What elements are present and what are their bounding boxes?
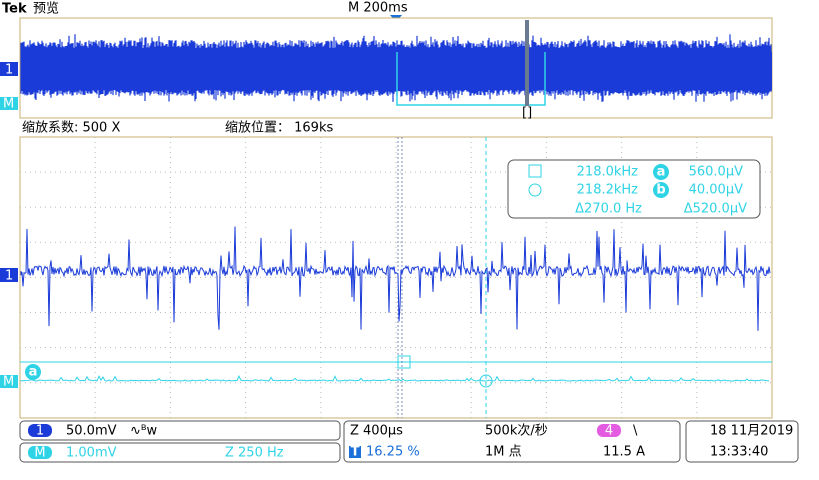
acq-box xyxy=(343,420,681,463)
math-marker: M xyxy=(3,97,14,112)
ch1-marker: 1 xyxy=(5,63,13,78)
ch1-level: 1 xyxy=(5,269,13,284)
ref-label: a xyxy=(29,365,38,380)
ch1-bw: ∿ᴮw xyxy=(130,424,158,439)
ch1-trace xyxy=(20,226,771,331)
a-badge xyxy=(653,164,669,180)
timebase: M 200ms xyxy=(348,1,408,16)
delta-freq: Δ270.0 Hz xyxy=(575,202,642,217)
clock-box xyxy=(685,420,799,463)
a-label: a xyxy=(657,165,666,180)
a-value: 560.0μV xyxy=(689,165,743,180)
cursor-a-icon xyxy=(528,164,542,178)
math-scale: 1.00mV xyxy=(66,446,117,461)
trig-pill xyxy=(597,424,621,437)
cursor-a-mark xyxy=(397,355,411,369)
zoom-factor: 缩放系数: 500 X xyxy=(22,120,120,136)
math-box xyxy=(19,442,341,463)
math-span: Z 250 Hz xyxy=(225,446,284,461)
sample-rate: 500k次/秒 xyxy=(485,423,548,439)
math-trace xyxy=(20,374,770,382)
record-length: 1M 点 xyxy=(485,445,522,460)
delta-value: Δ520.0μV xyxy=(684,202,747,217)
zoom-time: Z 400μs xyxy=(350,424,403,439)
b-value: 40.00μV xyxy=(689,183,743,198)
window-marker: [] xyxy=(522,106,532,121)
ch1-scale: 50.0mV xyxy=(66,424,117,439)
b-freq: 218.2kHz xyxy=(577,183,639,198)
math-wave xyxy=(20,374,770,382)
math-level-bg xyxy=(0,375,18,388)
mode: 预览 xyxy=(33,1,59,17)
ch1-level-bg xyxy=(0,268,18,282)
math-level: M xyxy=(3,375,14,390)
brand: Tek xyxy=(2,2,27,17)
ch1-marker-bg xyxy=(0,62,18,76)
cursor-b-mark xyxy=(479,374,493,388)
math-marker-bg xyxy=(0,97,18,110)
zoom-window xyxy=(396,52,546,106)
graticule xyxy=(20,137,772,418)
trig-badge: 4 xyxy=(605,424,613,439)
b-label: b xyxy=(656,183,665,198)
zoom-position: 缩放位置： 169ks xyxy=(225,120,333,136)
ch1-badge: 1 xyxy=(36,424,44,439)
math-pill xyxy=(28,446,52,459)
cursor-box xyxy=(507,159,761,219)
trig-pos: 16.25 % xyxy=(366,445,420,460)
ref-badge xyxy=(25,364,41,380)
ch1-pill xyxy=(28,424,52,437)
time: 13:33:40 xyxy=(710,445,768,460)
ch1-box xyxy=(19,420,341,441)
math-badge: M xyxy=(34,446,45,461)
trig-t: T xyxy=(351,445,360,460)
trig-slope: \ xyxy=(633,424,638,439)
b-badge xyxy=(653,182,669,198)
trig-level: 11.5 A xyxy=(603,445,645,460)
zoom-bar xyxy=(525,20,529,106)
a-freq: 218.0kHz xyxy=(577,165,639,180)
ch1-wave xyxy=(20,226,771,331)
trig-t-bg xyxy=(349,446,361,458)
date: 18 11月2019 xyxy=(710,424,793,439)
cursor-b-icon xyxy=(528,183,542,197)
